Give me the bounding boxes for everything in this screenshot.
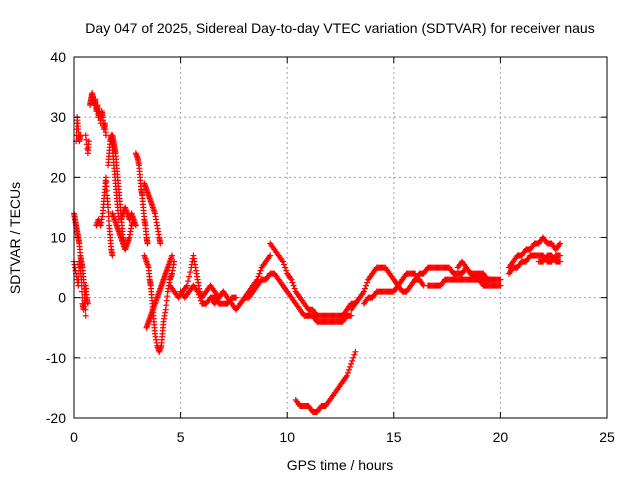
data-point — [77, 132, 84, 139]
series-arc-r — [237, 270, 355, 325]
data-point — [497, 282, 504, 289]
data-point — [281, 261, 288, 268]
series-arc-v — [360, 270, 419, 307]
data-point — [557, 252, 564, 259]
data-point — [233, 294, 240, 301]
data-point — [343, 372, 350, 379]
data-point — [557, 240, 564, 247]
data-point — [169, 252, 176, 259]
y-tick-label: 0 — [58, 290, 66, 306]
x-tick-label: 20 — [493, 429, 509, 445]
y-tick-label: 20 — [50, 169, 66, 185]
series-arc-y — [454, 258, 495, 283]
data-point — [348, 360, 355, 367]
data-point — [102, 132, 109, 139]
data-point — [82, 306, 89, 313]
series-arc-x — [424, 276, 504, 289]
data-point — [347, 363, 354, 370]
data-point — [557, 258, 564, 265]
data-point — [82, 300, 89, 307]
y-tick-label: -10 — [46, 350, 66, 366]
data-point — [195, 291, 202, 298]
x-tick-label: 0 — [70, 429, 78, 445]
data-point — [187, 269, 194, 276]
y-tick-label: 40 — [50, 49, 66, 65]
data-point — [144, 240, 151, 247]
data-point — [197, 297, 204, 304]
data-point — [109, 252, 116, 259]
series-arc-t — [292, 348, 359, 415]
data-point — [360, 288, 367, 295]
data-point — [351, 351, 358, 358]
x-tick-label: 15 — [386, 429, 402, 445]
series-arc-k — [132, 150, 151, 247]
data-point — [362, 285, 369, 292]
y-tick-label: 10 — [50, 230, 66, 246]
data-point — [290, 282, 297, 289]
series-arc-o — [166, 252, 227, 301]
data-point — [183, 282, 190, 289]
series-arc-l — [141, 180, 164, 247]
data-point — [196, 294, 203, 301]
data-point — [282, 264, 289, 271]
data-point — [85, 138, 92, 145]
data-point — [132, 222, 139, 229]
y-axis-label: SDTVAR / TECUs — [7, 182, 23, 294]
data-points — [71, 90, 564, 415]
data-point — [364, 279, 371, 286]
data-point — [279, 258, 286, 265]
series-arc-m — [141, 252, 178, 355]
data-point — [288, 276, 295, 283]
data-point — [82, 312, 89, 319]
data-point — [81, 294, 88, 301]
x-tick-label: 25 — [599, 429, 615, 445]
x-axis-label: GPS time / hours — [287, 457, 394, 473]
y-tick-label: -20 — [46, 410, 66, 426]
data-point — [257, 267, 264, 274]
series-arc-z — [505, 234, 564, 271]
data-point — [344, 369, 351, 376]
data-point — [363, 282, 370, 289]
series-arc-s — [267, 240, 363, 319]
data-point — [185, 278, 192, 285]
series-arc-f — [93, 174, 116, 259]
data-point — [497, 276, 504, 283]
data-point — [157, 240, 164, 247]
series-arc-n — [143, 252, 176, 331]
data-point — [289, 279, 296, 286]
x-tick-label: 10 — [279, 429, 295, 445]
chart-title: Day 047 of 2025, Sidereal Day-to-day VTE… — [85, 20, 594, 36]
series-arc-q — [177, 282, 240, 307]
series-arc-ab — [535, 252, 564, 265]
data-point — [186, 273, 193, 280]
data-point — [283, 267, 290, 274]
series-arc-j — [117, 204, 139, 229]
data-point — [255, 273, 262, 280]
data-point — [349, 357, 356, 364]
series-arc-b — [71, 210, 89, 319]
series-arc-c — [73, 114, 84, 145]
data-point — [256, 270, 263, 277]
y-axis-ticks: -20 -10 0 10 20 30 40 — [46, 49, 607, 426]
data-point — [291, 285, 298, 292]
data-point — [81, 288, 88, 295]
y-tick-label: 30 — [50, 109, 66, 125]
data-point — [267, 252, 274, 259]
data-point — [346, 366, 353, 373]
data-point — [194, 288, 201, 295]
x-tick-label: 5 — [177, 429, 185, 445]
data-point — [352, 348, 359, 355]
data-point — [350, 354, 357, 361]
series-arc-d — [82, 132, 92, 157]
grid — [74, 57, 607, 418]
series-arc-aa — [505, 252, 564, 277]
data-point — [488, 276, 495, 283]
x-axis-ticks: 0 5 10 15 20 25 — [70, 57, 615, 445]
data-point — [348, 312, 355, 319]
series-arc-e — [86, 90, 109, 139]
